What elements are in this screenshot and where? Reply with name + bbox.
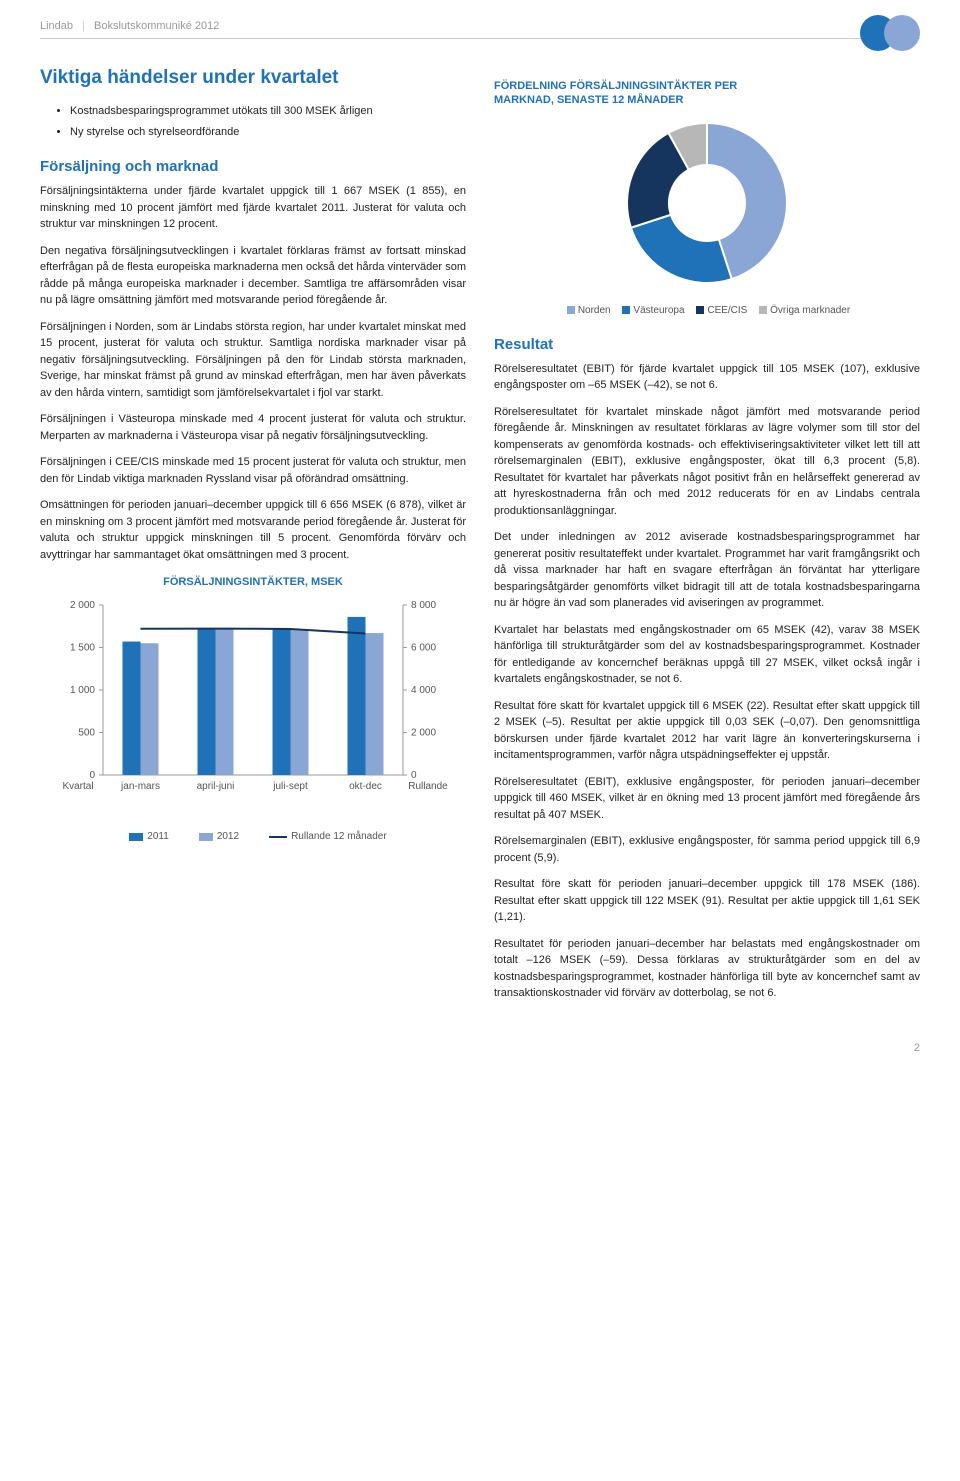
axis-tick: 1 500 [70, 643, 95, 654]
body-para: Omsättningen för perioden januari–decemb… [40, 497, 466, 563]
bar [366, 633, 384, 775]
body-para: Resultatet för perioden januari–december… [494, 936, 920, 1002]
company-name: Lindab [40, 20, 73, 32]
body-para: Den negativa försäljningsutvecklingen i … [40, 243, 466, 309]
body-para: Rörelsemarginalen (EBIT), exklusive engå… [494, 833, 920, 866]
header-rule [40, 38, 920, 39]
bar-chart-legend: 20112012Rullande 12 månader [40, 831, 466, 842]
bar [141, 644, 159, 776]
key-events-list: Kostnadsbesparingsprogrammet utökats til… [70, 103, 466, 140]
body-para: Resultat före skatt för perioden januari… [494, 876, 920, 926]
donut-chart [494, 118, 920, 291]
bar-chart: FÖRSÄLJNINGSINTÄKTER, MSEK 0 500 1 000 1 50… [40, 575, 466, 842]
axis-label: Kvartal [62, 781, 93, 792]
body-para: Rörelseresultatet (EBIT) för fjärde kvar… [494, 361, 920, 394]
body-para: Det under inledningen av 2012 aviserade … [494, 529, 920, 612]
axis-tick: 4 000 [411, 685, 436, 696]
doc-title: Bokslutskommuniké 2012 [94, 20, 219, 32]
bar [348, 617, 366, 775]
result-heading: Resultat [494, 336, 920, 353]
left-column: Viktiga händelser under kvartalet Kostna… [40, 67, 466, 1012]
donut-title: FÖRDELNING FÖRSÄLJNINGSINTÄKTER PERMARKN… [494, 79, 920, 108]
list-item: Ny styrelse och styrelseordförande [70, 124, 466, 141]
axis-tick: 6 000 [411, 643, 436, 654]
doc-header: Lindab | Bokslutskommuniké 2012 [40, 20, 920, 32]
body-para: Resultat före skatt för kvartalet uppgic… [494, 698, 920, 764]
donut-segment [631, 214, 732, 282]
bar [198, 629, 216, 775]
sales-heading: Försäljning och marknad [40, 158, 466, 175]
bar [273, 628, 291, 775]
category-label: okt-dec [349, 781, 382, 792]
header-sep: | [82, 20, 85, 32]
bar-chart-title: FÖRSÄLJNINGSINTÄKTER, MSEK [40, 575, 466, 589]
bar-chart-svg: 0 500 1 000 1 500 2 000 0 2 000 4 000 6 000 8 000… [53, 595, 453, 825]
axis-tick: 2 000 [70, 600, 95, 611]
right-column: FÖRDELNING FÖRSÄLJNINGSINTÄKTER PERMARKN… [494, 67, 920, 1012]
donut-legend: Norden Västeuropa CEE/CIS Övriga marknad… [494, 305, 920, 316]
axis-tick: 1 000 [70, 685, 95, 696]
axis-tick: 0 [89, 770, 95, 781]
donut-svg [607, 118, 807, 288]
category-label: april-juni [197, 781, 235, 792]
body-para: Försäljningen i CEE/CIS minskade med 15 … [40, 454, 466, 487]
category-label: jan-mars [120, 781, 160, 792]
axis-label: Rullande [408, 781, 448, 792]
axis-tick: 0 [411, 770, 417, 781]
body-para: Försäljningen i Norden, som är Lindabs s… [40, 319, 466, 402]
body-para: Rörelseresultatet för kvartalet minskade… [494, 404, 920, 520]
list-item: Kostnadsbesparingsprogrammet utökats til… [70, 103, 466, 120]
body-para: Försäljningen i Västeuropa minskade med … [40, 411, 466, 444]
body-para: Kvartalet har belastats med engångskostn… [494, 622, 920, 688]
axis-tick: 2 000 [411, 728, 436, 739]
bar [216, 628, 234, 775]
axis-tick: 8 000 [411, 600, 436, 611]
category-label: juli-sept [272, 781, 308, 792]
bar [123, 642, 141, 775]
bar [291, 630, 309, 775]
body-para: Rörelseresultatet (EBIT), exklusive engå… [494, 774, 920, 824]
body-para: Försäljningsintäkterna under fjärde kvar… [40, 183, 466, 233]
line-series [141, 629, 366, 634]
page-number: 2 [40, 1042, 920, 1054]
main-title: Viktiga händelser under kvartalet [40, 67, 466, 89]
axis-tick: 500 [78, 728, 95, 739]
header-decor-circles [860, 15, 920, 54]
